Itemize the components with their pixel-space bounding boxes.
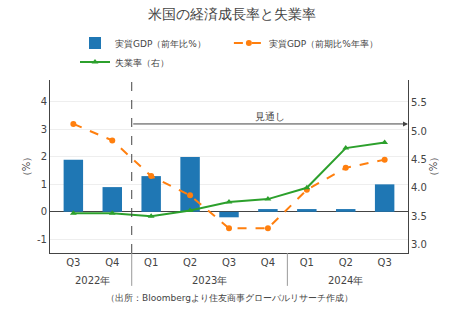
svg-text:Q3: Q3 [222,257,236,268]
svg-text:（%）: （%） [21,152,32,182]
svg-text:Q2: Q2 [183,257,197,268]
svg-text:米国の経済成長率と失業率: 米国の経済成長率と失業率 [148,6,316,22]
svg-text:Q4: Q4 [105,257,119,268]
svg-text:Q1: Q1 [300,257,314,268]
svg-text:3.5: 3.5 [411,211,427,222]
svg-text:2022年: 2022年 [75,275,110,286]
svg-text:5.0: 5.0 [411,126,427,137]
svg-text:2023年: 2023年 [192,275,227,286]
svg-text:-1: -1 [37,234,47,245]
svg-text:2024年: 2024年 [328,275,363,286]
svg-text:Q4: Q4 [261,257,275,268]
svg-text:4.0: 4.0 [411,182,427,193]
svg-text:2: 2 [41,151,47,162]
svg-text:3.0: 3.0 [411,239,427,250]
svg-text:失業率（右）: 失業率（右） [115,58,169,68]
svg-text:実質GDP（前年比%）: 実質GDP（前年比%） [115,39,206,49]
svg-text:Q1: Q1 [144,257,158,268]
svg-text:Q3: Q3 [378,257,392,268]
svg-text:5.5: 5.5 [411,97,427,108]
svg-text:（%）: （%） [428,152,439,182]
svg-text:0: 0 [41,206,47,217]
svg-text:Q3: Q3 [66,257,80,268]
svg-text:Q2: Q2 [339,257,353,268]
svg-text:4.5: 4.5 [411,154,427,165]
svg-text:見通し: 見通し [255,111,285,122]
svg-text:（出所：Bloombergより住友商事グローバルリサーチ作成: （出所：Bloombergより住友商事グローバルリサーチ作成） [106,293,353,303]
svg-text:実質GDP（前期比%年率）: 実質GDP（前期比%年率） [269,39,378,49]
svg-text:1: 1 [41,179,47,190]
svg-text:4: 4 [41,96,47,107]
svg-text:3: 3 [41,124,47,135]
